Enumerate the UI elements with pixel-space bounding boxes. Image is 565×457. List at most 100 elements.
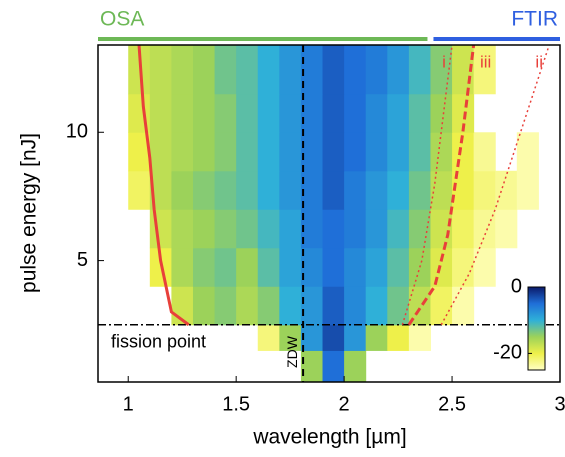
heat-cell: [365, 247, 388, 287]
y-tick-label: 10: [66, 121, 88, 143]
heat-cell: [236, 286, 259, 326]
heat-cell: [322, 324, 345, 351]
heat-cell: [344, 132, 367, 172]
heat-cell: [279, 324, 302, 351]
curve: [407, 45, 476, 326]
heat-cell: [171, 93, 194, 133]
heat-cell: [430, 45, 453, 95]
heat-cell: [430, 170, 453, 210]
heat-cell: [430, 93, 453, 133]
heat-cell: [149, 132, 172, 172]
heat-cell: [344, 209, 367, 249]
heat-cell: [236, 170, 259, 210]
heat-cell: [387, 209, 410, 249]
heat-cell: [430, 209, 453, 249]
heat-cell: [149, 93, 172, 133]
heat-cell: [300, 286, 324, 326]
heat-cell: [365, 170, 388, 210]
band-label: OSA: [100, 8, 144, 31]
heat-cell: [344, 93, 367, 133]
heat-cell: [149, 170, 172, 210]
heat-cell: [452, 247, 475, 287]
heat-cell: [192, 286, 216, 326]
heat-cell: [387, 93, 410, 133]
heat-cell: [452, 93, 475, 133]
heat-cell: [365, 286, 388, 326]
heat-cell: [300, 170, 324, 210]
heat-cell: [192, 132, 216, 172]
heat-cell: [473, 247, 496, 287]
heat-cell: [408, 93, 431, 133]
heat-cell: [149, 45, 172, 95]
heat-cell: [300, 209, 324, 249]
heat-cell: [279, 93, 302, 133]
heat-cell: [452, 209, 475, 249]
y-axis-label: pulse energy [nJ]: [18, 133, 41, 293]
x-tick-label: 1: [123, 393, 134, 415]
heat-cell: [322, 93, 345, 133]
band-label: FTIR: [511, 8, 558, 31]
heat-cell: [279, 286, 302, 326]
fission-label: fission point: [111, 332, 206, 352]
heat-cell: [236, 209, 259, 249]
heat-cell: [344, 247, 367, 287]
heat-cell: [344, 286, 367, 326]
heat-cell: [452, 286, 475, 326]
heat-cell: [430, 286, 453, 326]
heat-cell: [387, 247, 410, 287]
zdw-label: ZDW: [284, 335, 300, 368]
heat-cell: [408, 45, 431, 95]
heat-cell: [300, 45, 324, 95]
heat-cell: [257, 45, 280, 95]
plot: [98, 45, 560, 382]
heat-cell: [300, 132, 324, 172]
heat-cell: [257, 324, 280, 351]
heat-cell: [279, 247, 302, 287]
heat-cell: [192, 93, 216, 133]
heat-cell: [257, 286, 280, 326]
curve-label: i: [442, 52, 446, 71]
band-bar: [98, 37, 428, 41]
heat-cell: [473, 209, 496, 249]
x-tick-label: 2: [339, 393, 350, 415]
heat-cell: [214, 132, 237, 172]
heat-cell: [171, 170, 194, 210]
heat-cell: [236, 247, 259, 287]
heat-cell: [300, 324, 324, 351]
heat-cell: [236, 132, 259, 172]
curve: [137, 45, 190, 326]
heat-cell: [214, 93, 237, 133]
y-tick-label: 5: [77, 249, 88, 271]
heat-cell: [300, 350, 324, 382]
heat-cell: [408, 132, 431, 172]
heat-cell: [279, 209, 302, 249]
colorbar: [527, 286, 546, 371]
heat-cell: [387, 170, 410, 210]
heat-cell: [516, 170, 539, 210]
heat-cell: [344, 350, 367, 382]
heat-cell: [408, 286, 431, 326]
heat-cell: [387, 286, 410, 326]
heat-cell: [387, 324, 410, 351]
colorbar-tick-label: -20: [493, 342, 522, 364]
heat-cell: [473, 170, 496, 210]
heat-cell: [344, 324, 367, 351]
curve: [401, 45, 453, 325]
plot-frame: [97, 44, 561, 383]
heat-cell: [214, 45, 237, 95]
heat-cell: [322, 132, 345, 172]
heat-cell: [365, 132, 388, 172]
heat-cell: [430, 132, 453, 172]
heat-cell: [214, 170, 237, 210]
heat-cell: [516, 132, 539, 172]
heat-cell: [192, 45, 216, 95]
heat-cell: [365, 324, 388, 351]
heat-cell: [387, 132, 410, 172]
curve-label: iii: [480, 52, 491, 71]
heat-cell: [322, 350, 345, 382]
heat-cell: [408, 209, 431, 249]
heat-cell: [408, 324, 431, 351]
heat-cell: [452, 170, 475, 210]
x-tick-label: 2.5: [438, 393, 466, 415]
